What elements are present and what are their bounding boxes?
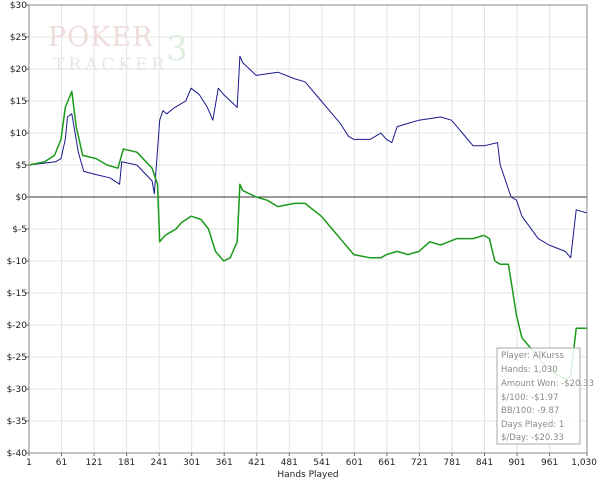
y-tick-label-13: $-35 xyxy=(7,417,27,427)
x-tick-label-13: 781 xyxy=(443,458,460,468)
y-tick-label-4: $10 xyxy=(10,129,27,139)
x-tick-label-12: 721 xyxy=(411,458,428,468)
series-lines xyxy=(28,55,588,381)
x-tick-label-9: 541 xyxy=(313,458,330,468)
stat-per-day: $/Day: -$20.33 xyxy=(501,433,564,443)
y-tick-label-14: $-40 xyxy=(7,449,28,459)
x-tick-label-15: 901 xyxy=(508,458,525,468)
x-tick-label-14: 841 xyxy=(476,458,493,468)
y-tick-label-1: $25 xyxy=(10,33,27,43)
x-tick-label-3: 181 xyxy=(118,458,135,468)
logo-word-poker: POKER xyxy=(48,22,154,53)
y-tick-label-2: $20 xyxy=(10,65,27,75)
y-tick-label-3: $15 xyxy=(10,97,27,107)
x-tick-label-0: 1 xyxy=(26,458,32,468)
x-tick-label-10: 601 xyxy=(346,458,363,468)
stat-per-100: $/100: -$1.97 xyxy=(501,393,558,403)
y-tick-label-0: $30 xyxy=(10,1,27,11)
stat-hands: Hands: 1,030 xyxy=(501,365,558,375)
y-tick-label-12: $-30 xyxy=(7,385,28,395)
x-tick-label-5: 301 xyxy=(183,458,200,468)
logo-numeral: 3 xyxy=(166,29,188,69)
stat-bb-100: BB/100: -9.87 xyxy=(501,406,559,416)
x-tick-label-11: 661 xyxy=(378,458,395,468)
x-tick-label-17: 1,030 xyxy=(571,458,597,468)
x-axis-title: Hands Played xyxy=(277,470,338,480)
poker-tracker-logo: POKER TRACKER 3 xyxy=(48,22,188,75)
x-tick-label-4: 241 xyxy=(151,458,168,468)
y-tick-label-7: $-5 xyxy=(12,225,27,235)
stats-box: Player: AlKurss Hands: 1,030 Amount Won:… xyxy=(496,347,594,445)
x-tick-label-2: 121 xyxy=(85,458,102,468)
plot-border xyxy=(28,4,588,454)
y-axis-ticks: $30 $25 $20 $15 $10 $5 $0 $-5 $-10 $-15 $-20 $-25 $-… xyxy=(7,1,29,459)
y-tick-label-10: $-20 xyxy=(7,321,28,331)
x-axis-ticks: 1 61 121 181 241 301 361 421 481 541 601 661 721 781 8… xyxy=(26,453,597,468)
y-tick-label-11: $-25 xyxy=(7,353,27,363)
stat-amount-won: Amount Won: -$20.33 xyxy=(501,379,594,389)
y-tick-label-5: $5 xyxy=(16,161,27,171)
series-line-0 xyxy=(28,55,588,259)
stat-player: Player: AlKurss xyxy=(501,351,565,361)
logo-word-tracker: TRACKER xyxy=(53,55,168,75)
x-tick-label-7: 421 xyxy=(248,458,265,468)
stat-days-played: Days Played: 1 xyxy=(501,420,564,430)
x-tick-label-1: 61 xyxy=(56,458,67,468)
x-tick-label-16: 961 xyxy=(541,458,558,468)
y-tick-label-8: $-10 xyxy=(7,257,28,267)
series-line-1 xyxy=(28,90,587,381)
y-tick-label-6: $0 xyxy=(16,193,28,203)
x-tick-label-8: 481 xyxy=(281,458,298,468)
stats-box-frame xyxy=(496,347,581,445)
y-tick-label-9: $-15 xyxy=(7,289,27,299)
x-tick-label-6: 361 xyxy=(216,458,233,468)
